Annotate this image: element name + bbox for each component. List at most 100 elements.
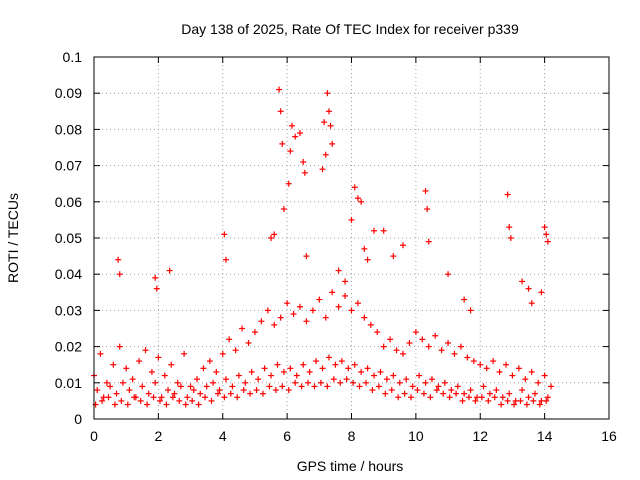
- data-point: [229, 383, 236, 390]
- data-point: [400, 242, 406, 249]
- data-point: [200, 365, 207, 372]
- data-point: [251, 329, 258, 336]
- x-tick-label: 8: [348, 428, 356, 444]
- data-point: [194, 376, 200, 383]
- data-point: [161, 372, 168, 379]
- data-point: [301, 169, 308, 176]
- data-point: [144, 401, 151, 408]
- data-point: [253, 387, 260, 394]
- data-point: [438, 347, 445, 354]
- x-axis-label: GPS time / hours: [297, 458, 404, 474]
- data-point: [158, 394, 165, 401]
- data-point: [361, 245, 368, 252]
- data-point: [248, 368, 255, 375]
- data-point: [477, 361, 484, 368]
- data-point: [166, 267, 173, 274]
- data-point: [457, 343, 464, 350]
- data-point: [343, 376, 350, 383]
- data-point: [428, 376, 435, 383]
- data-point: [380, 227, 387, 234]
- data-point: [297, 130, 303, 137]
- data-point: [276, 86, 283, 93]
- data-point: [174, 379, 181, 386]
- data-point: [535, 379, 542, 386]
- data-point: [300, 361, 307, 368]
- data-point: [522, 376, 529, 383]
- data-point: [414, 387, 421, 394]
- data-point: [247, 390, 254, 397]
- data-point: [219, 350, 226, 357]
- data-point: [97, 350, 104, 357]
- data-point: [240, 387, 247, 394]
- data-point: [388, 387, 395, 394]
- data-point: [131, 394, 138, 401]
- data-point: [472, 397, 479, 404]
- data-point: [322, 314, 329, 321]
- y-tick-label: 0.09: [55, 85, 82, 101]
- data-point: [459, 397, 466, 404]
- data-point: [290, 311, 297, 318]
- y-tick-label: 0: [74, 411, 82, 427]
- data-point: [116, 271, 123, 278]
- data-point: [274, 361, 281, 368]
- data-point: [116, 343, 123, 350]
- data-point: [226, 336, 233, 343]
- data-point: [400, 350, 406, 357]
- data-point: [375, 383, 382, 390]
- data-point: [305, 379, 312, 386]
- data-point: [354, 300, 361, 307]
- data-point: [245, 339, 252, 346]
- data-point: [544, 394, 551, 401]
- data-point: [525, 285, 532, 292]
- data-point: [409, 383, 416, 390]
- data-point: [509, 372, 516, 379]
- x-tick-label: 16: [601, 428, 617, 444]
- data-point: [451, 350, 458, 357]
- y-axis-label: ROTI / TECUs: [5, 193, 21, 283]
- data-point: [446, 394, 453, 401]
- data-point: [507, 235, 514, 241]
- data-point: [221, 394, 228, 401]
- y-tick-label: 0.05: [55, 230, 82, 246]
- data-point: [94, 387, 101, 394]
- data-point: [216, 387, 223, 394]
- data-point: [303, 318, 310, 325]
- data-point: [288, 122, 295, 129]
- data-point: [235, 372, 242, 379]
- data-point: [202, 394, 209, 401]
- data-point: [287, 365, 294, 372]
- data-point: [203, 383, 210, 390]
- data-point: [327, 122, 334, 129]
- data-point: [110, 361, 117, 368]
- x-tick-label: 14: [537, 428, 553, 444]
- data-point: [182, 401, 189, 408]
- data-point: [543, 231, 550, 238]
- y-tick-label: 0.04: [55, 266, 82, 282]
- data-point: [279, 140, 286, 147]
- data-point: [403, 376, 410, 383]
- data-point: [258, 318, 265, 325]
- data-point: [369, 387, 376, 394]
- data-point: [255, 376, 262, 383]
- data-point: [478, 394, 485, 401]
- data-point: [271, 231, 278, 238]
- data-point: [491, 394, 498, 401]
- data-point: [319, 365, 326, 372]
- data-point: [511, 401, 518, 408]
- data-point: [136, 358, 143, 365]
- data-point: [440, 390, 447, 397]
- data-point: [232, 347, 239, 354]
- data-point: [536, 401, 543, 408]
- data-point: [422, 187, 429, 194]
- data-point: [525, 394, 532, 401]
- data-point: [448, 387, 455, 394]
- data-point: [322, 151, 329, 158]
- data-point: [515, 365, 522, 372]
- data-point: [408, 394, 415, 401]
- data-point: [184, 394, 191, 401]
- data-point: [329, 140, 336, 147]
- data-point: [324, 383, 331, 390]
- data-point: [156, 397, 163, 404]
- y-tick-label: 0.01: [55, 375, 82, 391]
- x-tick-label: 4: [219, 428, 227, 444]
